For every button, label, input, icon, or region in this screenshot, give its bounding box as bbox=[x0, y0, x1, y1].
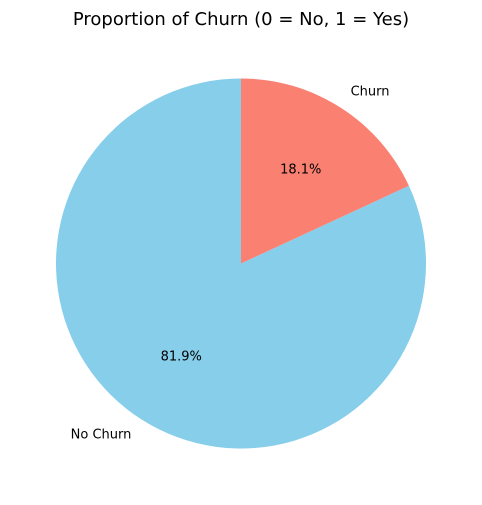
pie-slice-no-churn bbox=[55, 78, 426, 449]
pie-labels: No Churn 81.9% Churn 18.1% bbox=[71, 85, 390, 443]
slice-label: No Churn bbox=[71, 427, 132, 442]
slice-label: Churn bbox=[351, 85, 390, 100]
slice-percent-label: 81.9% bbox=[161, 350, 202, 365]
slice-percent-label: 18.1% bbox=[280, 162, 321, 177]
pie-slice-churn bbox=[241, 78, 409, 264]
chart-title: Proportion of Churn (0 = No, 1 = Yes) bbox=[73, 9, 409, 30]
pie-slices bbox=[55, 78, 426, 449]
